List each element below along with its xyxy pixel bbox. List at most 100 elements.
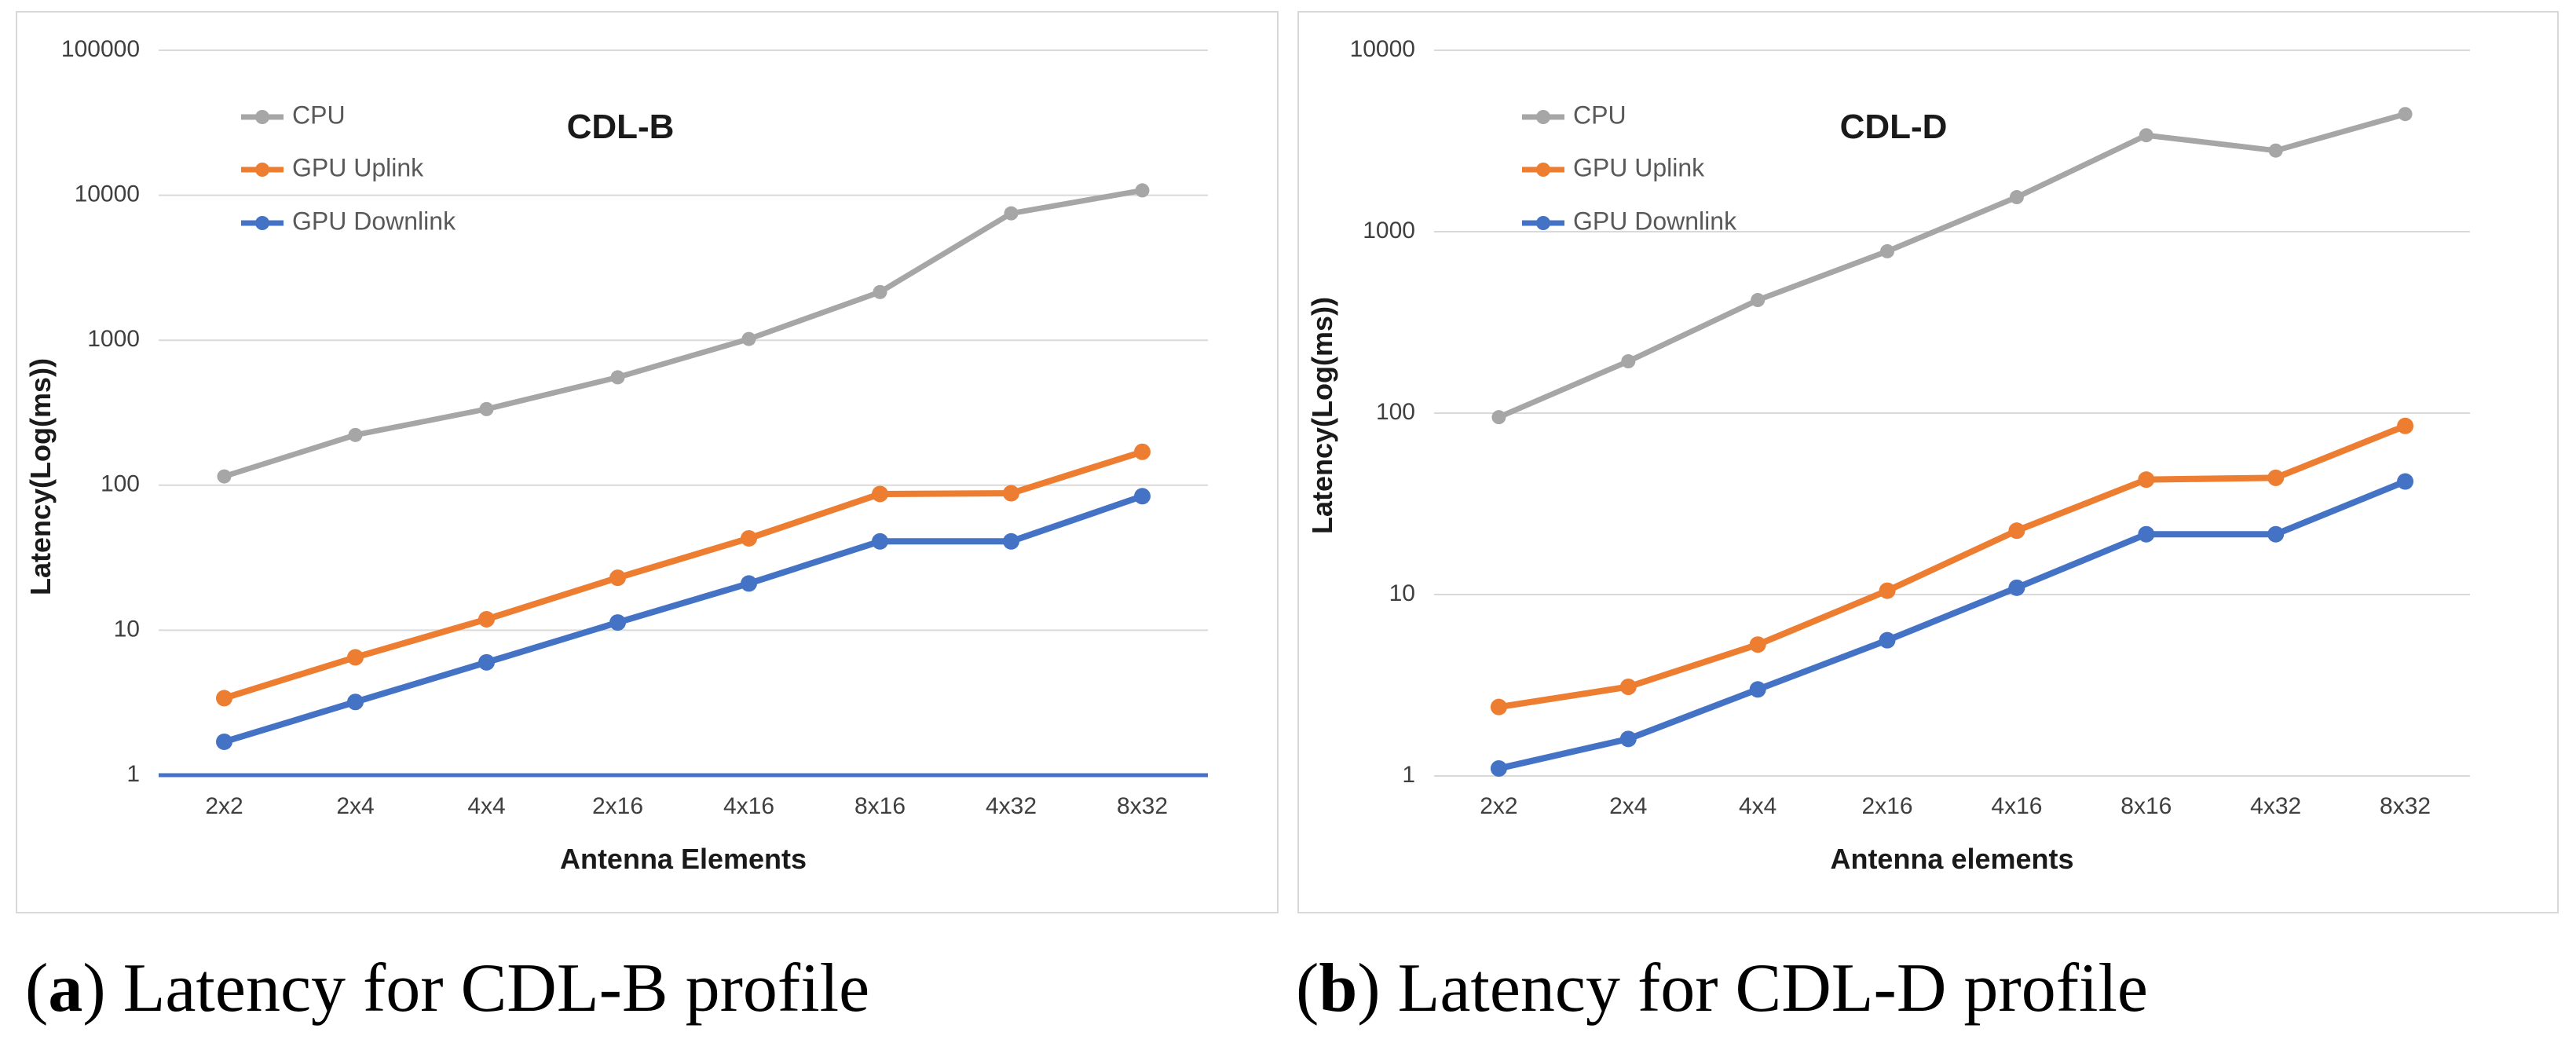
y-tick-label: 100	[1376, 399, 1415, 425]
series-marker-gpu-uplink	[1879, 582, 1896, 599]
series-marker-gpu-uplink	[347, 649, 364, 666]
series-marker-cpu	[2009, 190, 2024, 205]
series-marker-gpu-uplink	[216, 690, 232, 707]
legend-label: GPU Downlink	[1573, 207, 1737, 235]
series-marker-cpu	[217, 469, 232, 484]
x-tick-label: 4x32	[2250, 793, 2301, 819]
x-tick-label: 4x32	[986, 793, 1037, 819]
x-tick-label: 2x16	[592, 793, 643, 819]
series-marker-gpu-uplink	[872, 485, 888, 503]
series-marker-gpu-downlink	[1749, 681, 1766, 698]
series-line-cpu	[1495, 111, 2409, 420]
legend-swatch-marker	[1536, 163, 1550, 177]
x-tick-label: 4x4	[1739, 793, 1776, 819]
series-marker-gpu-uplink	[2267, 469, 2285, 486]
series-marker-gpu-downlink	[1619, 730, 1637, 748]
series-marker-gpu-uplink	[2397, 417, 2414, 434]
series-marker-gpu-downlink	[609, 614, 626, 631]
legend-label: CPU	[292, 101, 346, 129]
y-tick-label: 1	[1402, 762, 1415, 788]
series-marker-gpu-uplink	[741, 529, 757, 547]
series-line-gpu-downlink	[1495, 478, 2409, 772]
y-tick-label: 10	[1389, 580, 1415, 606]
y-tick-label: 100000	[61, 36, 140, 62]
legend-label: GPU Uplink	[292, 153, 424, 181]
y-tick-label: 10	[114, 616, 140, 642]
chart-title: CDL-D	[1840, 108, 1948, 146]
series-marker-gpu-downlink	[1490, 759, 1507, 777]
series-marker-gpu-downlink	[1879, 631, 1896, 649]
x-tick-label: 2x16	[1862, 793, 1913, 819]
series-marker-gpu-downlink	[741, 575, 757, 592]
chart-panel-cdl-b: 100000 10000 1000 100 10 1 2x2 2x4 4x4 2x16 4x16 8x…	[16, 11, 1279, 913]
caption-b-text: ) Latency for CDL-D profile	[1357, 950, 2148, 1027]
series-marker-gpu-downlink	[216, 733, 232, 750]
series-marker-cpu	[610, 370, 625, 385]
y-tick-label: 10000	[75, 181, 140, 207]
series-marker-cpu	[1621, 354, 1636, 369]
series-marker-gpu-downlink	[2267, 525, 2285, 543]
series-line-gpu-downlink	[221, 492, 1146, 745]
series-marker-cpu	[741, 331, 756, 346]
caption-a-letter: a	[48, 950, 83, 1027]
legend-swatch-marker	[255, 163, 269, 177]
series-marker-gpu-uplink	[1490, 698, 1507, 715]
series-marker-gpu-uplink	[1619, 678, 1637, 695]
series-marker-gpu-downlink	[347, 694, 364, 711]
series-marker-gpu-uplink	[1749, 636, 1766, 653]
series-marker-gpu-uplink	[1003, 485, 1019, 502]
series-marker-cpu	[1004, 206, 1019, 221]
series-line-gpu-uplink	[1495, 423, 2409, 711]
series-line-cpu	[221, 187, 1145, 480]
caption-b-letter: b	[1319, 950, 1358, 1027]
series-marker-gpu-downlink	[1003, 532, 1019, 550]
y-tick-label: 1	[126, 761, 140, 787]
series-marker-gpu-downlink	[872, 532, 888, 550]
series-marker-cpu	[1880, 243, 1895, 258]
legend-label: GPU Uplink	[1573, 153, 1705, 181]
series-marker-cpu	[873, 284, 887, 299]
series-marker-cpu	[1751, 293, 1766, 308]
y-axis-title: Latency(Log(ms))	[1306, 297, 1338, 534]
x-tick-label: 8x32	[1117, 793, 1168, 819]
series-marker-gpu-uplink	[1134, 443, 1151, 460]
caption-a-open-paren: (	[25, 950, 49, 1027]
y-tick-label: 1000	[1363, 218, 1415, 243]
caption-b: (b) Latency for CDL-D profile	[1296, 949, 2148, 1043]
series-marker-gpu-downlink	[1134, 488, 1151, 505]
series-marker-gpu-uplink	[2138, 471, 2155, 489]
series-marker-gpu-downlink	[478, 653, 495, 671]
x-tick-label: 2x2	[1480, 793, 1517, 819]
y-tick-label: 1000	[87, 326, 140, 352]
series-marker-gpu-downlink	[2008, 579, 2025, 596]
legend-swatch-marker	[1536, 110, 1550, 124]
series-marker-gpu-downlink	[2138, 525, 2155, 543]
chart-title: CDL-B	[567, 108, 675, 146]
series-marker-gpu-uplink	[609, 569, 626, 587]
series-marker-cpu	[479, 401, 494, 416]
x-tick-label: 2x4	[336, 793, 374, 819]
legend-swatch-marker	[1536, 216, 1550, 230]
x-tick-label: 2x2	[205, 793, 243, 819]
y-tick-label: 10000	[1350, 36, 1415, 62]
x-tick-label: 8x32	[2380, 793, 2431, 819]
series-marker-gpu-uplink	[2008, 522, 2025, 540]
x-axis-title: Antenna elements	[1830, 843, 2073, 875]
x-tick-label: 4x4	[467, 793, 505, 819]
legend-label: CPU	[1573, 101, 1626, 129]
legend-label: GPU Downlink	[292, 207, 456, 235]
x-tick-label: 8x16	[854, 793, 906, 819]
chart-cdl-d: 10000 1000 100 10 1 2x2 2x4 4x4 2x16 4x16 8x16 4x32…	[1306, 36, 2470, 875]
series-marker-cpu	[2268, 143, 2283, 158]
series-marker-cpu	[348, 427, 363, 442]
series-marker-cpu	[2139, 128, 2153, 143]
x-tick-label: 8x16	[2120, 793, 2172, 819]
series-marker-gpu-downlink	[2397, 473, 2414, 490]
series-marker-cpu	[1491, 410, 1506, 425]
x-tick-label: 2x4	[1609, 793, 1647, 819]
x-tick-label: 4x16	[723, 793, 774, 819]
x-tick-label: 4x16	[1991, 793, 2042, 819]
legend-swatch-marker	[255, 216, 269, 230]
chart-cdl-b: 100000 10000 1000 100 10 1 2x2 2x4 4x4 2x16 4x16 8x…	[24, 36, 1208, 875]
y-tick-label: 100	[101, 471, 140, 497]
